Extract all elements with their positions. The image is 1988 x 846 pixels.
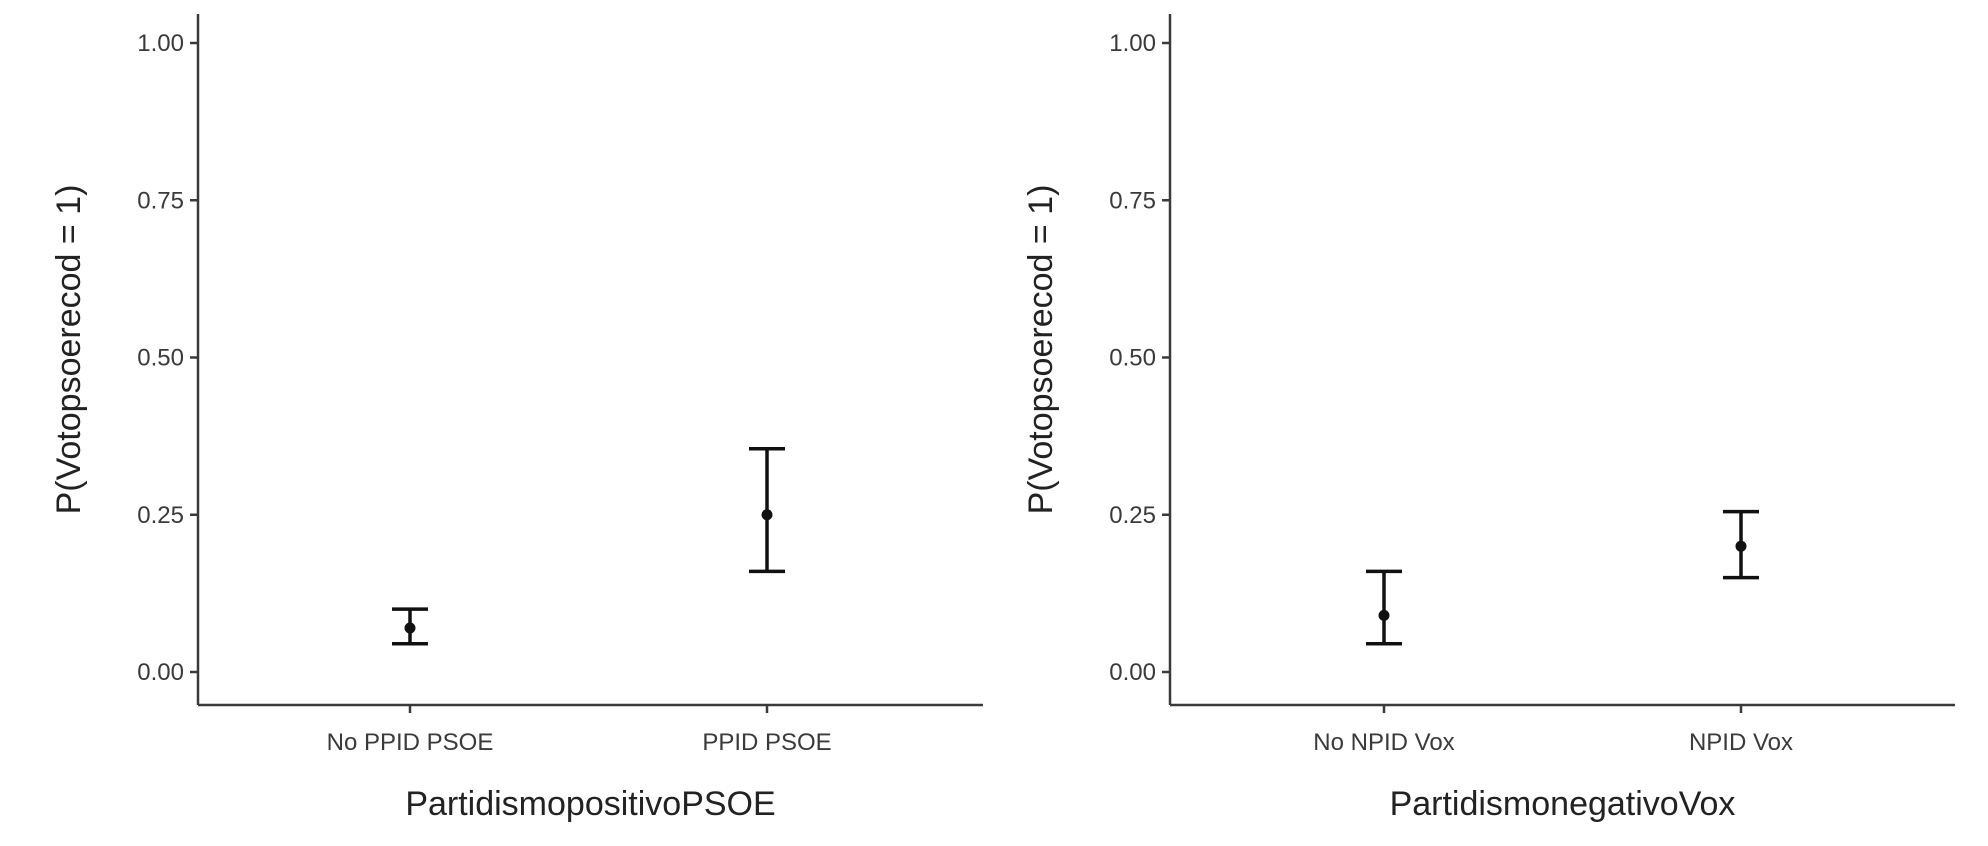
x-tick-label: NPID Vox — [1689, 729, 1793, 756]
estimate-point — [761, 509, 773, 521]
y-tick-label: 0.75 — [1109, 187, 1156, 214]
x-tick-label: PPID PSOE — [702, 729, 831, 756]
x-axis-title: PartidismopositivoPSOE — [405, 785, 775, 823]
y-tick-label: 0.00 — [137, 659, 184, 686]
x-axis-title: PartidismonegativoVox — [1390, 785, 1736, 823]
right-panel: 0.00 0.25 0.50 0.75 1.00 No NPID Vox NPID Vox P… — [1022, 14, 1955, 823]
y-tick-label: 0.75 — [137, 187, 184, 214]
y-tick-label: 0.50 — [137, 345, 184, 372]
y-tick-label: 0.00 — [1109, 659, 1156, 686]
estimate-point — [404, 622, 416, 634]
estimate-point — [1378, 609, 1390, 621]
x-tick-label: No NPID Vox — [1313, 729, 1454, 756]
y-axis-title: P(Votopsoerecod = 1) — [1022, 185, 1060, 515]
y-tick-label: 1.00 — [137, 30, 184, 57]
y-tick-label: 0.25 — [1109, 502, 1156, 529]
estimate-point — [1735, 540, 1747, 552]
y-tick-label: 0.25 — [137, 502, 184, 529]
y-tick-label: 0.50 — [1109, 345, 1156, 372]
left-panel: 0.00 0.25 0.50 0.75 1.00 No PPID PSOE PPID PSO… — [50, 14, 983, 823]
x-tick-label: No PPID PSOE — [327, 729, 494, 756]
y-axis-title: P(Votopsoerecod = 1) — [50, 185, 88, 515]
y-tick-label: 1.00 — [1109, 30, 1156, 57]
